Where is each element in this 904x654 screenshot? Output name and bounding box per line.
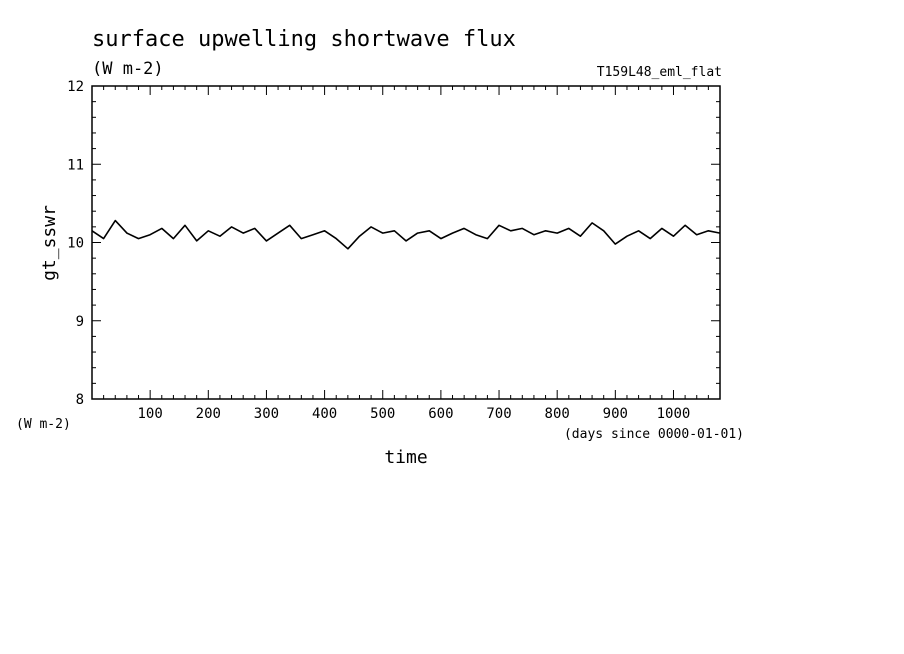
- x-axis-label: time: [384, 447, 427, 468]
- x-tick-label: 1000: [657, 406, 691, 422]
- series-line: [91, 219, 721, 250]
- tick-labels: 100 200 300 400 500 600 700 800 900 1000 8 9 10 11 12: [67, 79, 690, 422]
- axis-ticks: [92, 85, 720, 400]
- x-tick-label: 500: [370, 406, 395, 422]
- y-tick-label: 12: [67, 79, 84, 95]
- x-tick-label: 900: [603, 406, 628, 422]
- series-group: [91, 219, 721, 250]
- x-tick-label: 200: [196, 406, 221, 422]
- chart-title: surface upwelling shortwave flux: [92, 27, 516, 52]
- x-tick-label: 700: [486, 406, 511, 422]
- x-tick-label: 300: [254, 406, 279, 422]
- y-tick-label: 10: [67, 236, 84, 252]
- x-tick-label: 400: [312, 406, 337, 422]
- y-axis-units: (W m-2): [16, 417, 71, 432]
- x-axis-units: (days since 0000-01-01): [564, 427, 744, 442]
- x-tick-label: 600: [428, 406, 453, 422]
- plot-frame: [91, 85, 721, 400]
- chart-units: (W m-2): [92, 59, 164, 79]
- y-tick-label: 11: [67, 157, 84, 173]
- x-tick-label: 800: [545, 406, 570, 422]
- x-tick-label: 100: [137, 406, 162, 422]
- run-label: T159L48_eml_flat: [597, 65, 722, 80]
- y-axis-label: gt_sswr: [39, 205, 60, 281]
- y-tick-label: 9: [76, 314, 84, 330]
- y-tick-label: 8: [76, 392, 84, 408]
